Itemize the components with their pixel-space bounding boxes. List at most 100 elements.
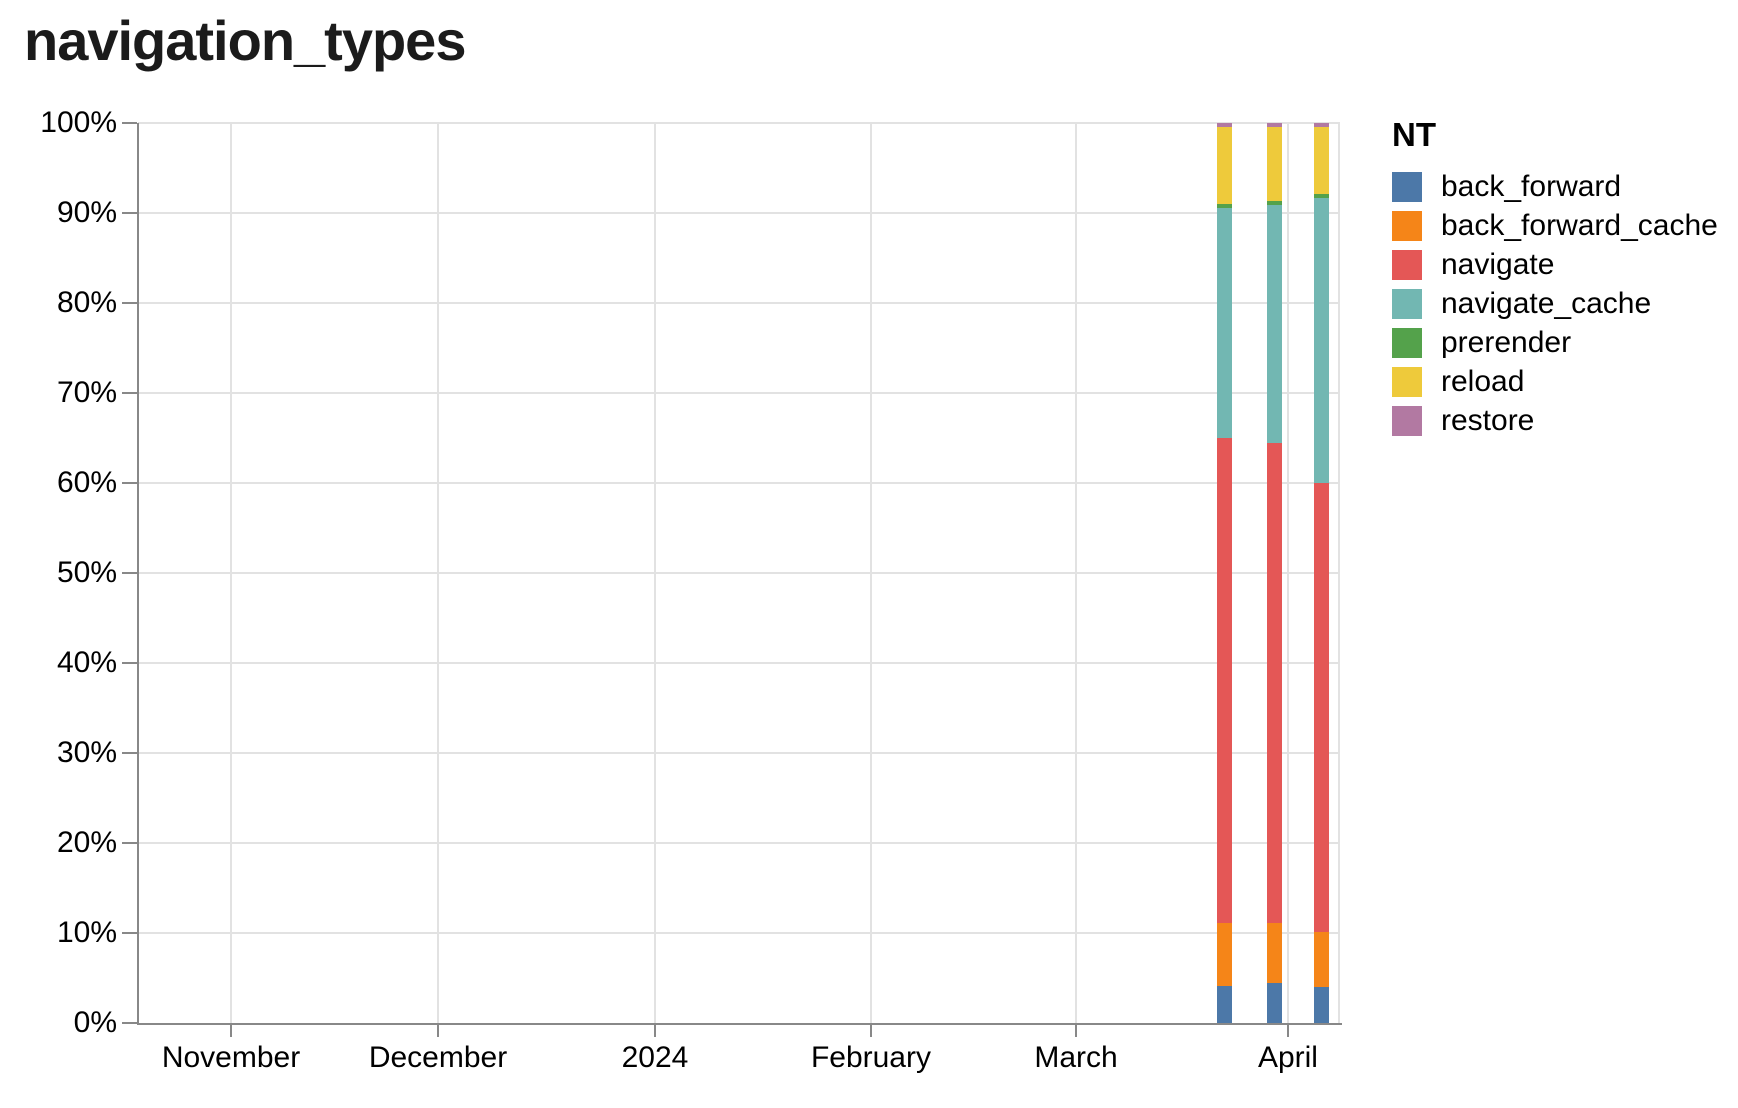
y-tick [122,1022,137,1024]
legend-swatch-back_forward_cache [1392,211,1422,241]
legend-label: back_forward_cache [1441,209,1718,242]
y-gridline [138,482,1340,484]
y-tick [122,932,137,934]
y-gridline [138,572,1340,574]
x-axis-domain-line [137,1023,1342,1025]
x-gridline [653,123,656,1023]
bar-segment-reload [1266,126,1282,202]
bar-segment-back_forward_cache [1314,932,1330,987]
legend-item-restore: restore [1392,404,1718,437]
bar-segment-prerender [1266,201,1282,205]
bar-segment-navigate_cache [1314,197,1330,483]
bar-segment-prerender [1314,194,1330,198]
bar-segment-navigate [1266,442,1282,924]
legend-item-navigate: navigate [1392,248,1718,281]
legend-item-back_forward: back_forward [1392,170,1718,203]
y-tick [122,572,137,574]
y-gridline [138,212,1340,214]
y-tick [122,212,137,214]
y-tick-label: 80% [56,286,117,319]
legend-swatch-reload [1392,367,1422,397]
y-tick [122,392,137,394]
x-tick [869,1024,872,1037]
plot-area [138,122,1340,1023]
y-tick [122,122,137,124]
y-gridline [138,662,1340,664]
bar-segment-back_forward_cache [1216,923,1232,987]
y-tick-label: 10% [56,916,117,949]
bar-segment-navigate_cache [1216,207,1232,438]
y-tick-label: 50% [56,556,117,589]
x-tick-label: December [368,1041,508,1074]
x-tick-label: February [810,1041,931,1074]
x-gridline [437,123,440,1023]
x-gridline [230,123,233,1023]
x-tick-label: April [1257,1041,1318,1074]
x-tick [1286,1024,1289,1037]
bar-segment-navigate [1314,483,1330,933]
legend-label: navigate [1441,248,1555,281]
y-tick-label: 0% [73,1006,117,1039]
legend-item-reload: reload [1392,365,1718,398]
legend-title: NT [1392,116,1436,153]
bar-segment-restore [1314,123,1330,127]
y-tick-label: 30% [56,736,117,769]
y-tick-label: 60% [56,466,117,499]
y-tick [122,662,137,664]
legend-swatch-restore [1392,406,1422,436]
x-gridline [1075,123,1078,1023]
legend-swatch-navigate [1392,250,1422,280]
y-gridline [138,842,1340,844]
legend-swatch-navigate_cache [1392,289,1422,319]
y-tick-label: 100% [40,106,117,139]
x-tick-label: 2024 [621,1041,689,1074]
bar-segment-navigate_cache [1266,204,1282,443]
legend-label: navigate_cache [1441,287,1652,320]
x-tick [230,1024,233,1037]
y-tick [122,302,137,304]
legend-label: reload [1441,365,1525,398]
y-tick-label: 20% [56,826,117,859]
legend-items: back_forward back_forward_cache navigate na… [1392,170,1718,437]
x-tick [1075,1024,1078,1037]
bar-segment-reload [1314,126,1330,195]
chart-title: navigation_types [24,9,466,72]
bar-segment-back_forward [1266,983,1282,1023]
y-gridline [138,302,1340,304]
legend-label: prerender [1441,326,1572,359]
y-gridline [138,752,1340,754]
x-tick-label: November [161,1041,301,1074]
x-tick-label: March [1034,1041,1118,1074]
bar-segment-restore [1216,123,1232,127]
x-gridline [1286,123,1289,1023]
y-gridline [138,392,1340,394]
legend-label: back_forward [1441,170,1622,203]
legend-item-back_forward_cache: back_forward_cache [1392,209,1718,242]
y-gridline [138,122,1340,124]
y-tick-label: 70% [56,376,117,409]
bar-segment-back_forward [1314,987,1330,1023]
x-gridline [869,123,872,1023]
bar-segment-prerender [1216,204,1232,208]
y-tick-label: 40% [56,646,117,679]
x-tick [653,1024,656,1037]
y-axis-domain-line [137,123,139,1025]
bar-segment-navigate [1216,438,1232,924]
y-tick [122,842,137,844]
x-tick [437,1024,440,1037]
legend-swatch-prerender [1392,328,1422,358]
legend-item-navigate_cache: navigate_cache [1392,287,1718,320]
plot-right-edge-gridline [1338,123,1340,1023]
legend-swatch-back_forward [1392,172,1422,202]
y-gridline [138,932,1340,934]
bar-segment-back_forward_cache [1266,923,1282,984]
legend-item-prerender: prerender [1392,326,1718,359]
y-tick [122,752,137,754]
bar-segment-back_forward [1216,986,1232,1023]
y-tick [122,482,137,484]
legend-label: restore [1441,404,1535,437]
bar-segment-restore [1266,123,1282,127]
bar-segment-reload [1216,126,1232,204]
